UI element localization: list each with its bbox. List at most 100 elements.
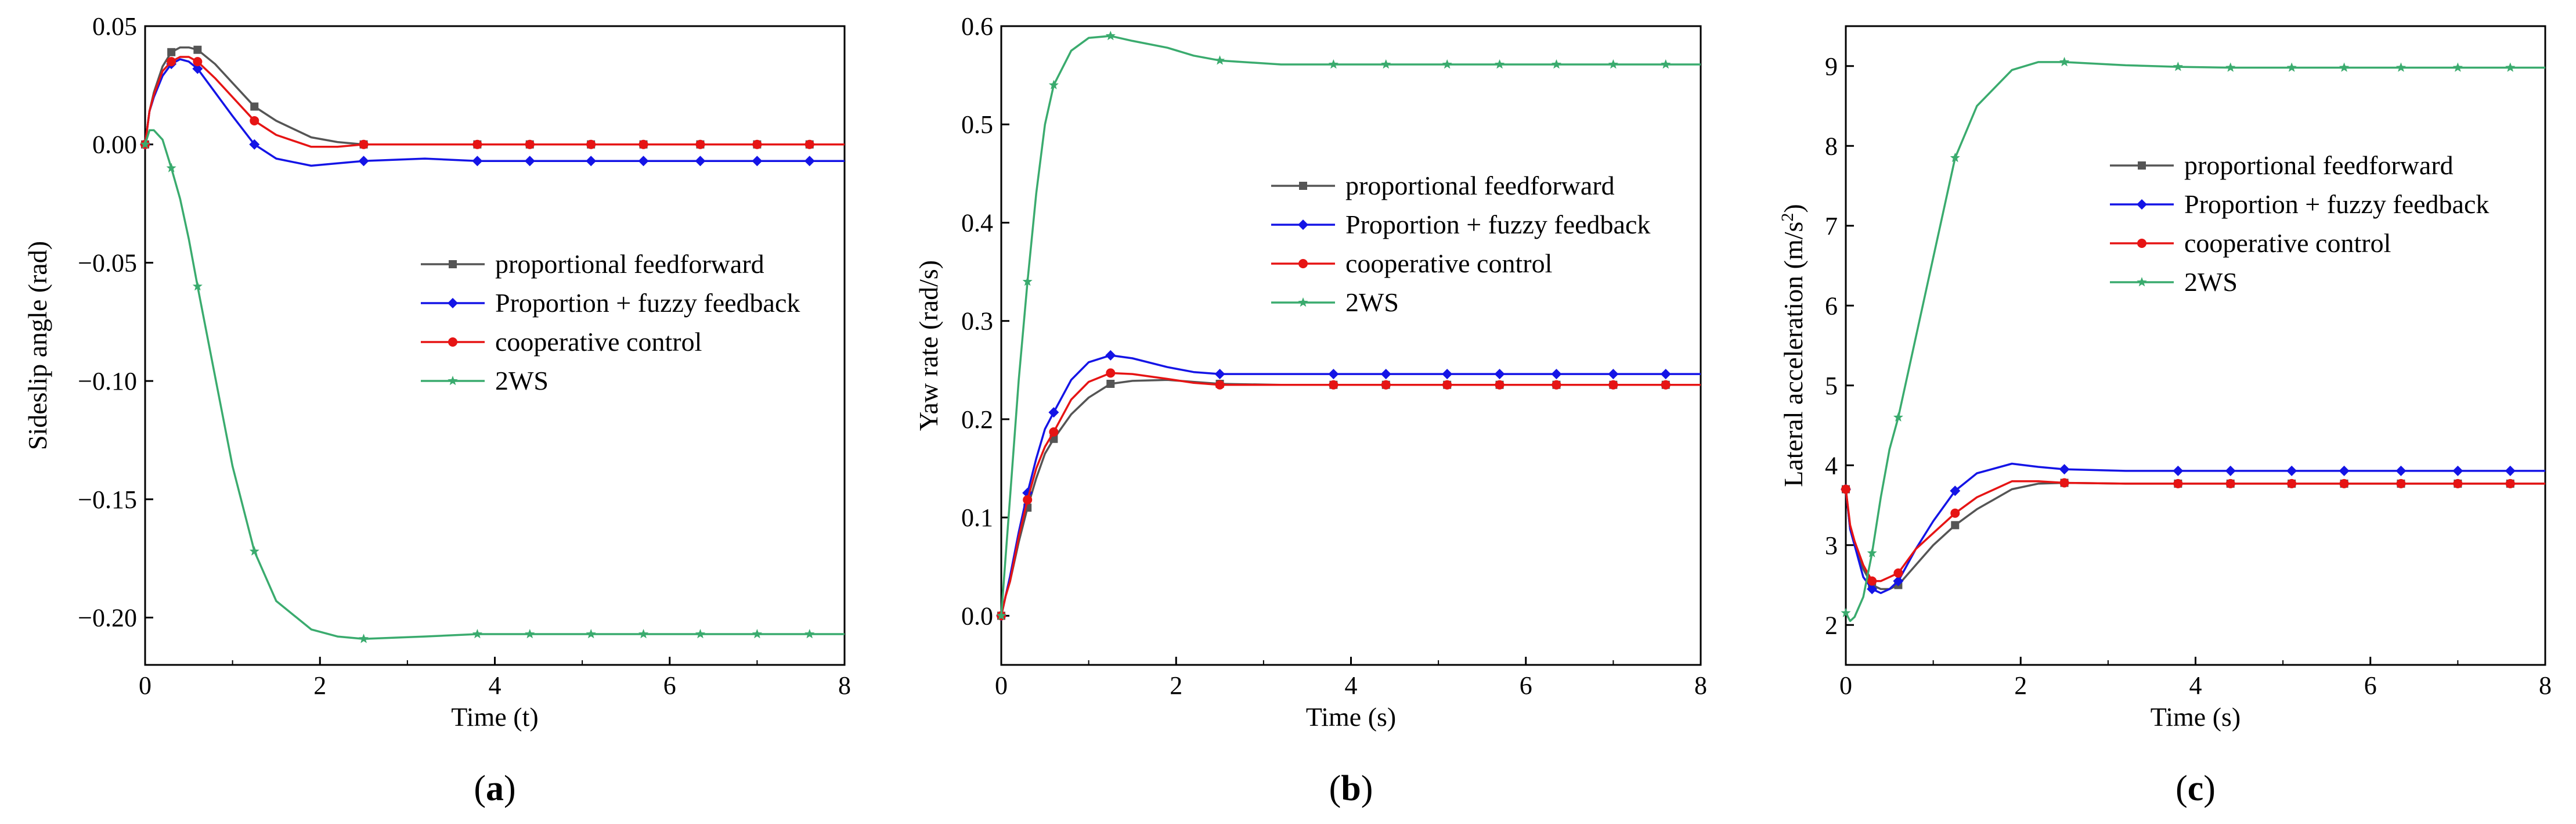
data-point-fuzzy-feedback (586, 156, 597, 167)
y-axis-title: Yaw rate (rad/s) (914, 260, 943, 431)
y-tick-label: −0.10 (78, 367, 137, 395)
data-point-2ws (2452, 62, 2463, 72)
data-point-fuzzy-feedback (1442, 369, 1453, 380)
data-point-cooperative-control (1608, 380, 1618, 390)
data-point-fuzzy-feedback (638, 156, 649, 167)
data-point-cooperative-control (1661, 380, 1671, 390)
data-point-fuzzy-feedback (2173, 465, 2184, 476)
data-point-proportional-feedforward (193, 45, 202, 54)
legend-label-proportional-feedforward: proportional feedforward (2184, 150, 2454, 180)
data-point-2ws (1048, 80, 1059, 89)
data-point-cooperative-control (359, 139, 369, 149)
data-point-cooperative-control (1023, 495, 1033, 505)
y-tick-label: −0.15 (78, 485, 137, 514)
data-point-cooperative-control (1381, 380, 1391, 390)
data-point-2ws (1867, 548, 1877, 557)
series-line-2ws (1000, 35, 1701, 616)
y-tick-label: 0.00 (92, 131, 137, 159)
data-point-cooperative-control (167, 57, 176, 67)
panel-label-letter: b (1341, 769, 1361, 808)
y-tick-label: −0.20 (78, 604, 137, 632)
x-tick-label: 6 (2364, 671, 2377, 700)
data-point-cooperative-control (2225, 478, 2235, 488)
series-line-fuzzy-feedback (144, 58, 845, 167)
y-tick-label: 6 (1825, 292, 1838, 320)
data-point-cooperative-control (1215, 380, 1225, 390)
y-tick-label: 0.0 (961, 602, 993, 630)
data-point-cooperative-control (525, 139, 535, 149)
data-point-fuzzy-feedback (2225, 465, 2236, 476)
legend-marker-fuzzy-feedback (2137, 199, 2147, 210)
x-tick-label: 0 (139, 671, 151, 700)
data-point-2ws (1215, 55, 1225, 65)
data-point-2ws (1893, 412, 1903, 422)
data-point-2ws (2395, 62, 2406, 72)
data-point-cooperative-control (638, 139, 648, 149)
data-point-fuzzy-feedback (1105, 350, 1116, 361)
y-axis-title-base: Lateral acceleration (m/s (1778, 222, 1808, 487)
data-point-proportional-feedforward (1951, 521, 1960, 530)
data-point-2ws (2339, 62, 2350, 72)
legend: proportional feedforward Proportion + fuz… (421, 249, 800, 395)
panel-label: (b) (1329, 769, 1373, 808)
data-point-fuzzy-feedback (1551, 369, 1562, 380)
data-point-fuzzy-feedback (695, 156, 706, 167)
legend-label-2ws: 2WS (1345, 287, 1399, 317)
data-point-fuzzy-feedback (1494, 369, 1505, 380)
legend: proportional feedforward Proportion + fuz… (2110, 150, 2489, 297)
data-point-cooperative-control (250, 116, 259, 125)
x-tick-label: 8 (1694, 671, 1707, 700)
y-tick-label: 4 (1825, 451, 1838, 480)
series-line-2ws (1845, 61, 2545, 623)
y-tick-label: −0.05 (78, 249, 137, 277)
panel-label-open: ( (2175, 769, 2188, 808)
plot-frame (1845, 25, 2546, 666)
data-point-2ws (1551, 59, 1561, 69)
y-tick-label: 2 (1825, 611, 1838, 639)
legend-label-fuzzy-feedback: Proportion + fuzzy feedback (495, 288, 800, 318)
panel-label: (a) (474, 769, 515, 808)
series-line-proportional-feedforward (1000, 379, 1701, 616)
legend-marker-cooperative-control (2137, 239, 2146, 248)
data-point-2ws (2505, 62, 2516, 72)
data-point-cooperative-control (2505, 478, 2515, 488)
legend-label-cooperative-control: cooperative control (495, 327, 702, 357)
data-point-fuzzy-feedback (524, 156, 535, 167)
data-point-cooperative-control (2339, 478, 2349, 488)
data-point-2ws (752, 629, 762, 639)
data-point-2ws (695, 629, 705, 639)
data-point-cooperative-control (1552, 380, 1561, 390)
data-point-cooperative-control (1329, 380, 1338, 390)
y-tick-label: 7 (1825, 212, 1838, 240)
series-line-proportional-feedforward (1845, 481, 2545, 591)
data-point-fuzzy-feedback (1660, 369, 1671, 380)
x-tick-label: 4 (2189, 671, 2202, 700)
data-point-fuzzy-feedback (2505, 465, 2516, 476)
data-point-2ws (1022, 276, 1033, 286)
data-point-cooperative-control (1495, 380, 1505, 390)
data-point-cooperative-control (752, 139, 762, 149)
legend-marker-2ws (448, 376, 458, 386)
data-point-cooperative-control (1841, 484, 1850, 494)
panel-label: (c) (2175, 769, 2216, 808)
data-point-2ws (1381, 59, 1391, 69)
data-point-fuzzy-feedback (1380, 369, 1391, 380)
data-point-fuzzy-feedback (358, 156, 369, 167)
y-tick-label: 8 (1825, 132, 1838, 160)
chart-panel-c: 0 2 4 6 8 2 3 4 5 6 7 8 9 Time (s) Lateral acceleratio… (1778, 25, 2552, 808)
data-point-proportional-feedforward (1106, 380, 1115, 388)
data-point-cooperative-control (2287, 478, 2297, 488)
data-point-cooperative-control (586, 139, 596, 149)
y-tick-label: 0.05 (92, 12, 137, 41)
x-tick-label: 4 (1345, 671, 1358, 700)
data-point-2ws (586, 629, 596, 639)
y-axis-title-superscript: 2 (1778, 213, 1797, 222)
x-tick-label: 2 (2014, 671, 2027, 700)
data-point-fuzzy-feedback (752, 156, 763, 167)
data-point-proportional-feedforward (167, 48, 176, 56)
x-tick-label: 8 (838, 671, 851, 700)
plot-frame (1000, 25, 1702, 666)
data-point-fuzzy-feedback (2286, 465, 2297, 476)
x-axis-title: Time (s) (2151, 702, 2241, 732)
series-line-proportional-feedforward (144, 46, 845, 146)
